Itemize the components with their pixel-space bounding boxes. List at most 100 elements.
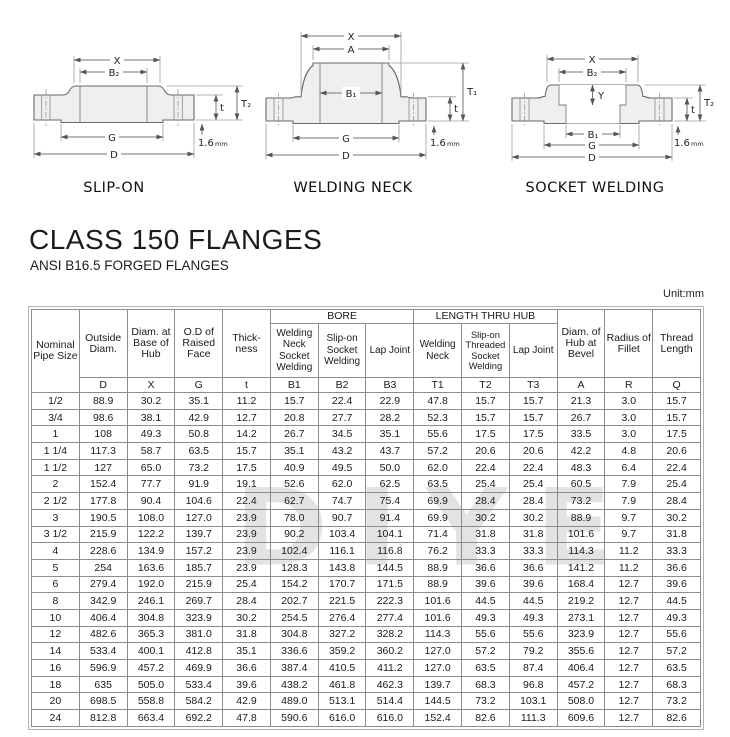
table-cell: 139.7 [413,675,463,694]
dimension-lines: X B₂ G D t T₂ 1.6 mm [33,54,251,161]
table-cell: 9.7 [604,525,654,544]
table-cell: 24 [31,709,80,727]
table-cell: 12.7 [604,675,654,694]
table-cell: 62.7 [269,492,319,510]
dim-label-d: D [110,150,118,161]
table-cell: 21.3 [556,392,606,410]
dim-label-t: t [220,103,224,114]
table-cell: 47.8 [222,709,271,727]
table-row: 3 190.5 108.0 127.0 23.9 78.0 90.7 91.4 69.9 30.2… [31,508,701,527]
table-cell: 279.4 [78,575,128,594]
table-cell: 76.2 [413,542,463,560]
col-header-nps: Nominal Pipe Size [31,309,80,393]
table-cell: 663.4 [126,709,176,727]
table-row: 2 1/2 177.8 90.4 104.6 22.4 62.7 74.7 75.4 69.9 2… [31,492,701,510]
table-cell: 10 [31,608,80,627]
table-cell: 22.9 [365,392,415,410]
table-cell: 28.4 [508,492,558,510]
table-cell: 22.4 [461,458,510,477]
table-cell: 185.7 [174,558,224,577]
dim-label-x: X [348,32,355,43]
table-cell: 23.9 [222,508,271,527]
table-cell: 104.6 [174,492,224,510]
table-cell: 39.6 [461,575,510,594]
table-cell: 202.7 [269,592,319,610]
table-cell: 342.9 [78,592,128,610]
table-cell: 1 1/4 [31,442,80,460]
table-cell: 19.1 [222,475,271,494]
table-cell: 73.2 [652,692,701,711]
table-cell: 381.0 [174,625,224,644]
table-cell: 215.9 [78,525,128,544]
group-header-length-thru-hub: LENGTH THRU HUB [413,309,558,324]
table-cell: 11.2 [604,542,654,560]
col-header-bore-welding-neck: Welding Neck Socket Welding [269,323,319,378]
symbol-b3: B3 [365,377,415,393]
table-cell: 82.6 [461,709,510,727]
table-cell: 25.4 [652,475,701,494]
dim-label-d: D [342,151,350,162]
table-cell: 77.7 [126,475,176,494]
table-cell: 87.4 [508,659,558,677]
col-header-thickness: Thick-ness [222,309,271,378]
table-cell: 62.0 [413,458,463,477]
table-cell: 3.0 [604,392,654,410]
table-cell: 18 [31,675,80,694]
roughness-unit: mm [447,140,460,148]
table-cell: 505.0 [126,675,176,694]
table-cell: 31.8 [461,525,510,544]
table-cell: 68.3 [652,675,701,694]
table-cell: 28.2 [365,408,415,427]
table-cell: 28.4 [222,592,271,610]
dim-label-g: G [342,134,350,145]
table-cell: 12.7 [604,592,654,610]
table-cell: 101.6 [556,525,606,544]
table-cell: 254 [78,558,128,577]
table-cell: 12.7 [604,608,654,627]
table-cell: 50.8 [174,425,224,444]
table-cell: 128.3 [269,558,319,577]
table-row: 8 342.9 246.1 269.7 28.4 202.7 221.5 222.3 101.6… [31,592,701,610]
table-cell: 62.5 [365,475,415,494]
table-cell: 82.6 [652,709,701,727]
table-cell: 35.1 [269,442,319,460]
table-cell: 273.1 [556,608,606,627]
table-cell: 104.1 [365,525,415,544]
table-cell: 44.5 [652,592,701,610]
table-cell: 116.1 [317,542,367,560]
table-cell: 12.7 [604,659,654,677]
table-cell: 25.4 [461,475,510,494]
welding-neck-diagram: X A B₁ G D t T₁ 1.6 mm W [265,30,477,196]
table-cell: 4 [31,542,80,560]
table-cell: 55.6 [508,625,558,644]
table-cell: 74.7 [317,492,367,510]
table-cell: 14.2 [222,425,271,444]
symbol-b1: B1 [269,377,319,393]
table-cell: 31.8 [652,525,701,544]
table-cell: 91.9 [174,475,224,494]
symbol-t: t [222,377,271,393]
symbol-x: X [126,377,176,393]
table-cell: 20.6 [461,442,510,460]
socket-welding-diagram: X B₂ Y B₁ G D t T₂ [511,53,714,196]
symbol-r: R [604,377,654,393]
table-cell: 42.2 [556,442,606,460]
table-cell: 461.8 [317,675,367,694]
table-cell: 63.5 [652,659,701,677]
table-row: 18 635 505.0 533.4 39.6 438.2 461.8 462.3 139.7 6… [31,675,701,694]
table-cell: 22.4 [652,458,701,477]
table-row: 24 812.8 663.4 692.2 47.8 590.6 616.0 616.0 152.… [31,709,701,727]
flange-spec-table: Nominal Pipe Size Outside Diam. Diam. at… [31,309,701,727]
table-cell: 88.9 [78,392,128,410]
table-cell: 336.6 [269,642,319,660]
table-cell: 7.9 [604,492,654,510]
table-cell: 144.5 [365,558,415,577]
table-cell: 12.7 [604,642,654,660]
table-cell: 170.7 [317,575,367,594]
table-cell: 3.0 [604,408,654,427]
table-cell: 50.0 [365,458,415,477]
table-cell: 269.7 [174,592,224,610]
table-body: 1/2 88.9 30.2 35.1 11.2 15.7 22.4 22.9 47.8 15.7 1… [31,392,701,727]
table-cell: 12.7 [604,692,654,711]
table-cell: 20.6 [508,442,558,460]
